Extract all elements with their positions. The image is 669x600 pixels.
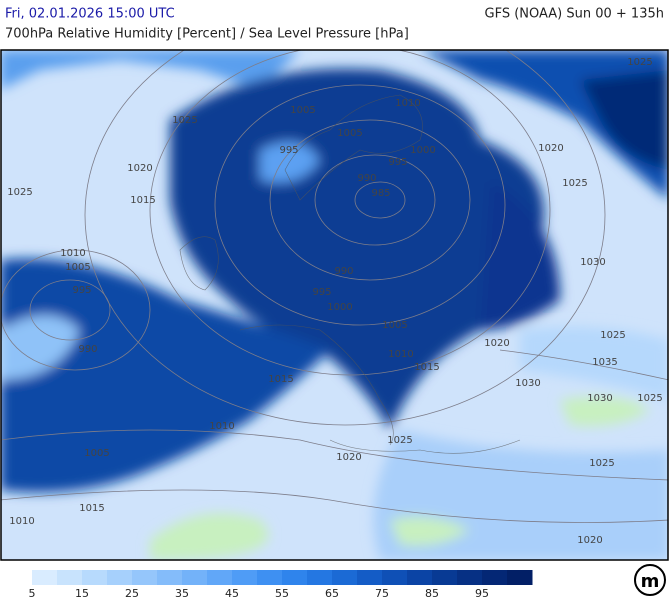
colorbar-swatch [32,570,58,585]
colorbar-swatch [232,570,258,585]
isobar-label: 1015 [79,503,104,514]
isobar-label: 1005 [337,128,362,139]
isobar-label: 1020 [127,163,152,174]
colorbar-swatch [132,570,158,585]
isobar-label: 1000 [327,302,352,313]
humidity-field [1,50,668,560]
isobar-label: 1005 [65,262,90,273]
isobar-label: 1030 [587,393,612,404]
colorbar-swatch [332,570,358,585]
colorbar-swatch [82,570,108,585]
isobar-label: 1005 [290,105,315,116]
isobar-label: 1025 [637,393,662,404]
colorbar-label: 95 [475,587,489,600]
isobar-label: 1005 [382,320,407,331]
colorbar-swatch [57,570,83,585]
colorbar-label: 65 [325,587,339,600]
isobar-label: 1030 [580,257,605,268]
model: GFS (NOAA) Sun 00 + 135h [485,7,664,22]
colorbar-swatch [307,570,333,585]
isobar-label: 990 [78,344,97,355]
isobar-label: 1025 [562,178,587,189]
isobar-label: 1025 [600,330,625,341]
isobar-label: 1020 [577,535,602,546]
logo: m [641,571,660,592]
colorbar-swatch [207,570,233,585]
colorbar-swatch [182,570,208,585]
isobar-label: 1005 [84,448,109,459]
isobar-label: 1010 [209,421,234,432]
isobar-label: 1000 [410,145,435,156]
subtitle: 700hPa Relative Humidity [Percent] / Sea… [5,27,409,42]
isobar-label: 995 [279,145,298,156]
date: Fri, 02.01.2026 15:00 UTC [5,7,175,22]
isobar-label: 1025 [172,115,197,126]
isobar-label: 1015 [414,362,439,373]
colorbar-label: 55 [275,587,289,600]
coastlines [179,94,521,454]
isobar-label: 995 [312,287,331,298]
colorbar-label: 15 [75,587,89,600]
colorbar-label: 85 [425,587,439,600]
isobar-label: 1035 [592,357,617,368]
colorbar-label: 5 [29,587,36,600]
isobar-label: 1010 [395,98,420,109]
colorbar-swatch [482,570,508,585]
colorbar-label: 75 [375,587,389,600]
isobar-label: 1020 [484,338,509,349]
isobar-label: 1025 [627,57,652,68]
isobar-label: 995 [388,157,407,168]
isobar-label: 1010 [60,248,85,259]
colorbar-label: 35 [175,587,189,600]
isobar-label: 1025 [7,187,32,198]
isobar-label: 1015 [130,195,155,206]
isobar-label: 1020 [336,452,361,463]
isobar-label: 985 [371,188,390,199]
isobar-label: 1025 [589,458,614,469]
map: 1025102510051010100510209959951000102099… [1,50,668,560]
isobar-label: 1010 [388,349,413,360]
isobar-label: 990 [357,173,376,184]
isobar-label: 1015 [268,374,293,385]
colorbar-swatch [382,570,408,585]
colorbar-swatch [407,570,433,585]
colorbar: 5 15 25 35 45 55 65 75 85 95 [29,570,533,600]
isobar-label: 995 [72,285,91,296]
colorbar-swatch [432,570,458,585]
colorbar-label: 45 [225,587,239,600]
isobars [1,50,668,523]
logo-ring [634,564,666,596]
isobar-label: 1020 [538,143,563,154]
colorbar-swatch [157,570,183,585]
colorbar-swatch [357,570,383,585]
isobar-label: 1030 [515,378,540,389]
isobar-label: 1025 [387,435,412,446]
colorbar-swatch [507,570,533,585]
colorbar-swatch [107,570,133,585]
map-frame [0,49,669,561]
colorbar-swatch [282,570,308,585]
isobar-label: 1010 [9,516,34,527]
colorbar-label: 25 [125,587,139,600]
isobar-label: 990 [334,266,353,277]
colorbar-swatch [257,570,283,585]
colorbar-swatch [457,570,483,585]
